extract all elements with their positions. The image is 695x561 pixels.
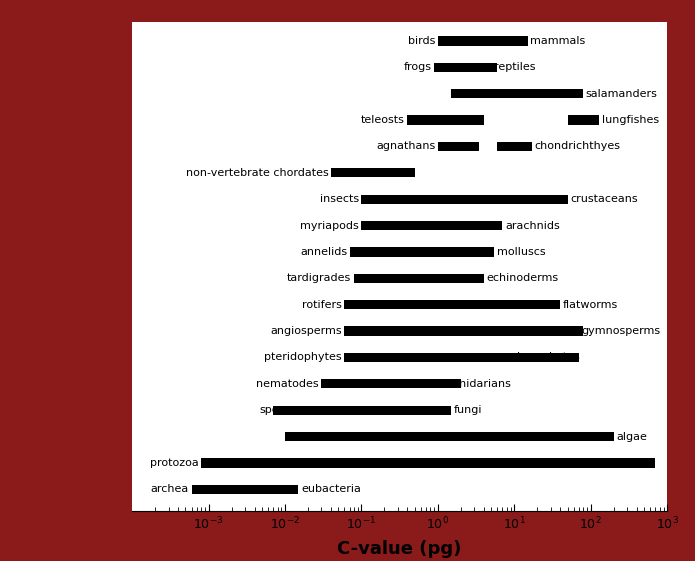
Text: molluscs: molluscs xyxy=(497,247,546,257)
Text: reptiles: reptiles xyxy=(494,62,535,72)
Text: insects: insects xyxy=(320,194,359,204)
Bar xyxy=(354,274,430,283)
Bar xyxy=(438,36,468,45)
Bar xyxy=(361,221,468,230)
Bar xyxy=(201,485,298,494)
Bar xyxy=(361,195,568,204)
Text: rotifers: rotifers xyxy=(302,300,342,310)
Bar xyxy=(201,458,655,468)
Text: salamanders: salamanders xyxy=(586,89,657,99)
Bar xyxy=(192,485,254,494)
Bar xyxy=(285,432,614,442)
Bar xyxy=(361,300,560,309)
Text: frogs: frogs xyxy=(404,62,432,72)
Bar xyxy=(321,379,461,388)
Text: myriapods: myriapods xyxy=(300,220,359,231)
Text: bryophytes: bryophytes xyxy=(517,352,580,362)
X-axis label: C-value (pg): C-value (pg) xyxy=(338,540,461,558)
Text: crustaceans: crustaceans xyxy=(571,194,638,204)
Bar xyxy=(407,116,484,125)
Text: flatworms: flatworms xyxy=(563,300,618,310)
Bar xyxy=(331,168,415,177)
Bar xyxy=(361,221,502,230)
Text: eubacteria: eubacteria xyxy=(301,484,361,494)
Text: agnathans: agnathans xyxy=(376,141,435,151)
Text: teleosts: teleosts xyxy=(361,115,405,125)
Bar xyxy=(361,195,507,204)
Bar xyxy=(438,142,480,151)
Bar xyxy=(375,379,451,388)
Bar xyxy=(491,327,579,335)
Bar xyxy=(370,274,484,283)
Text: algae: algae xyxy=(616,431,647,442)
Bar xyxy=(434,63,491,72)
Bar xyxy=(345,327,583,335)
Bar xyxy=(498,142,532,151)
Text: archea: archea xyxy=(151,484,189,494)
Text: lungfishes: lungfishes xyxy=(602,115,659,125)
Bar xyxy=(384,353,514,362)
Text: gymnosperms: gymnosperms xyxy=(582,326,660,336)
Bar xyxy=(345,353,579,362)
Text: echinoderms: echinoderms xyxy=(486,273,559,283)
Text: annelids: annelids xyxy=(300,247,347,257)
Bar xyxy=(308,406,426,415)
Text: birds: birds xyxy=(408,36,435,46)
Bar xyxy=(350,247,461,256)
Bar xyxy=(451,89,583,98)
Bar xyxy=(370,247,494,256)
Text: angiosperms: angiosperms xyxy=(270,326,342,336)
Text: sponges: sponges xyxy=(259,405,305,415)
Text: cnidarians: cnidarians xyxy=(454,379,512,389)
Text: arachnids: arachnids xyxy=(505,220,559,231)
Bar xyxy=(434,63,498,72)
Text: fungi: fungi xyxy=(454,405,482,415)
Bar xyxy=(345,300,461,309)
Text: non-vertebrate chordates: non-vertebrate chordates xyxy=(186,168,329,178)
Text: mammals: mammals xyxy=(530,36,586,46)
Bar xyxy=(568,116,600,125)
Bar xyxy=(438,36,528,45)
Bar xyxy=(273,406,451,415)
Text: chondrichthyes: chondrichthyes xyxy=(534,141,621,151)
Text: nematodes: nematodes xyxy=(256,379,319,389)
Text: pteridophytes: pteridophytes xyxy=(264,352,342,362)
Text: tardigrades: tardigrades xyxy=(287,273,352,283)
Text: protozoa: protozoa xyxy=(150,458,199,468)
